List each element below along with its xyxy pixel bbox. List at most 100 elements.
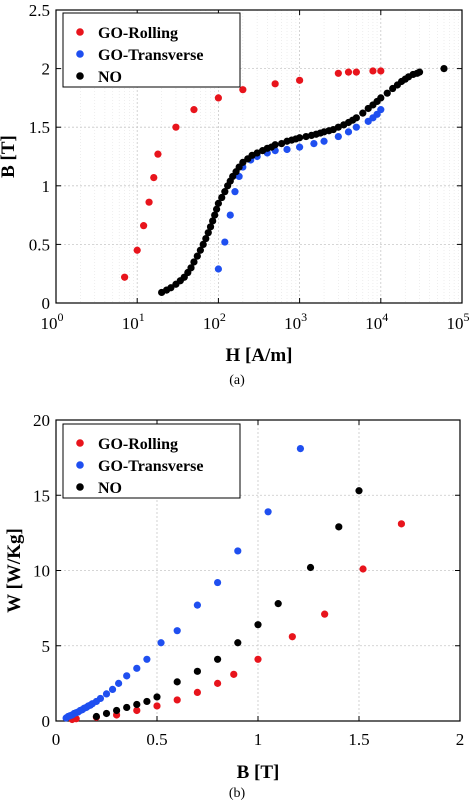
series-go-rolling — [121, 67, 385, 281]
data-point — [283, 145, 291, 154]
data-point — [133, 664, 141, 672]
data-point — [359, 565, 367, 573]
data-point — [306, 563, 315, 572]
panel-label: (a) — [229, 373, 245, 388]
data-point — [108, 685, 117, 693]
legend-box — [62, 12, 241, 88]
data-point — [214, 94, 222, 102]
data-point — [334, 132, 342, 141]
data-point — [310, 140, 318, 148]
data-point — [274, 600, 282, 608]
x-tick-label: 1.5 — [348, 730, 369, 749]
data-point — [143, 697, 151, 706]
data-point — [214, 655, 222, 663]
data-point — [193, 667, 201, 675]
data-point — [230, 670, 238, 678]
data-point — [214, 578, 222, 587]
data-point — [369, 67, 377, 75]
data-point — [296, 76, 304, 84]
data-point — [214, 679, 222, 687]
data-point — [234, 639, 242, 647]
data-point — [173, 678, 181, 686]
y-tick-label: 10 — [33, 562, 50, 581]
legend-label: GO-Transverse — [98, 458, 203, 475]
data-point — [377, 106, 385, 114]
data-point — [218, 193, 226, 202]
data-point — [440, 65, 448, 73]
legend-marker — [76, 483, 84, 491]
data-point — [193, 601, 201, 609]
data-point — [355, 487, 363, 495]
y-tick-label: 15 — [33, 486, 50, 505]
data-point — [115, 679, 123, 687]
data-point — [145, 198, 153, 206]
data-point — [239, 86, 247, 94]
data-point — [296, 444, 305, 453]
data-point — [277, 140, 286, 148]
legend-marker — [76, 50, 84, 58]
data-point — [153, 693, 161, 701]
legend: GO-Rolling GO-Transverse NO — [62, 423, 241, 499]
legend-label: GO-Rolling — [98, 436, 178, 453]
y-tick-label: 5 — [42, 637, 51, 656]
y-tick-label: 0 — [42, 294, 51, 313]
data-point — [231, 188, 239, 196]
data-point — [271, 80, 279, 88]
y-axis-label: W [W/Kg] — [4, 528, 25, 613]
x-tick-label: 0.5 — [146, 730, 167, 749]
data-point — [123, 672, 131, 680]
y-tick-label: 20 — [33, 411, 50, 430]
series-no — [92, 487, 363, 721]
data-point — [153, 702, 161, 710]
data-point — [221, 188, 229, 196]
data-point — [253, 149, 261, 157]
data-point — [302, 132, 310, 141]
x-tick-label: 0 — [52, 730, 61, 749]
y-tick-label: 2.5 — [29, 1, 50, 20]
data-point — [271, 141, 279, 149]
legend-label: NO — [98, 480, 122, 497]
series-go-transverse — [62, 444, 305, 722]
data-point — [288, 633, 296, 641]
data-point — [150, 173, 158, 182]
chart-panel-a: 100 101 102 103 104 105 0 0.5 1 1.5 2 2.5 H [A/m] B [… — [0, 1, 470, 388]
data-point — [415, 68, 424, 76]
x-axis-label: H [A/m] — [225, 345, 292, 366]
data-point — [320, 137, 328, 145]
data-point — [173, 627, 181, 635]
data-point — [133, 700, 141, 709]
data-point — [214, 199, 222, 207]
data-point — [190, 258, 198, 266]
x-tick-label: 103 — [284, 310, 307, 333]
data-point — [102, 709, 111, 718]
legend: GO-Rolling GO-Transverse NO — [62, 12, 241, 88]
legend-marker — [76, 28, 84, 36]
data-point — [154, 150, 162, 158]
data-point — [234, 547, 242, 555]
data-point — [121, 273, 129, 281]
data-point — [96, 694, 105, 703]
legend-marker — [76, 439, 84, 447]
data-point — [334, 69, 342, 77]
data-point — [133, 706, 141, 715]
x-axis-label: B [T] — [237, 762, 280, 783]
data-point — [214, 265, 222, 273]
x-tick-label: 105 — [447, 310, 470, 333]
x-tick-label: 101 — [122, 310, 145, 333]
data-point — [211, 211, 219, 219]
data-point — [254, 655, 262, 663]
data-point — [254, 621, 262, 629]
series-go-transverse — [214, 106, 385, 273]
data-point — [143, 655, 151, 663]
data-point — [377, 67, 385, 75]
data-point — [190, 106, 198, 114]
data-point — [344, 128, 353, 136]
data-point — [193, 252, 201, 260]
data-point — [92, 712, 100, 721]
y-axis-label: B [T] — [0, 135, 19, 178]
data-point — [204, 229, 212, 237]
x-tick-label: 104 — [365, 310, 388, 333]
y-tick-label: 1.5 — [29, 118, 50, 137]
data-point — [335, 523, 343, 531]
data-point — [321, 610, 329, 618]
